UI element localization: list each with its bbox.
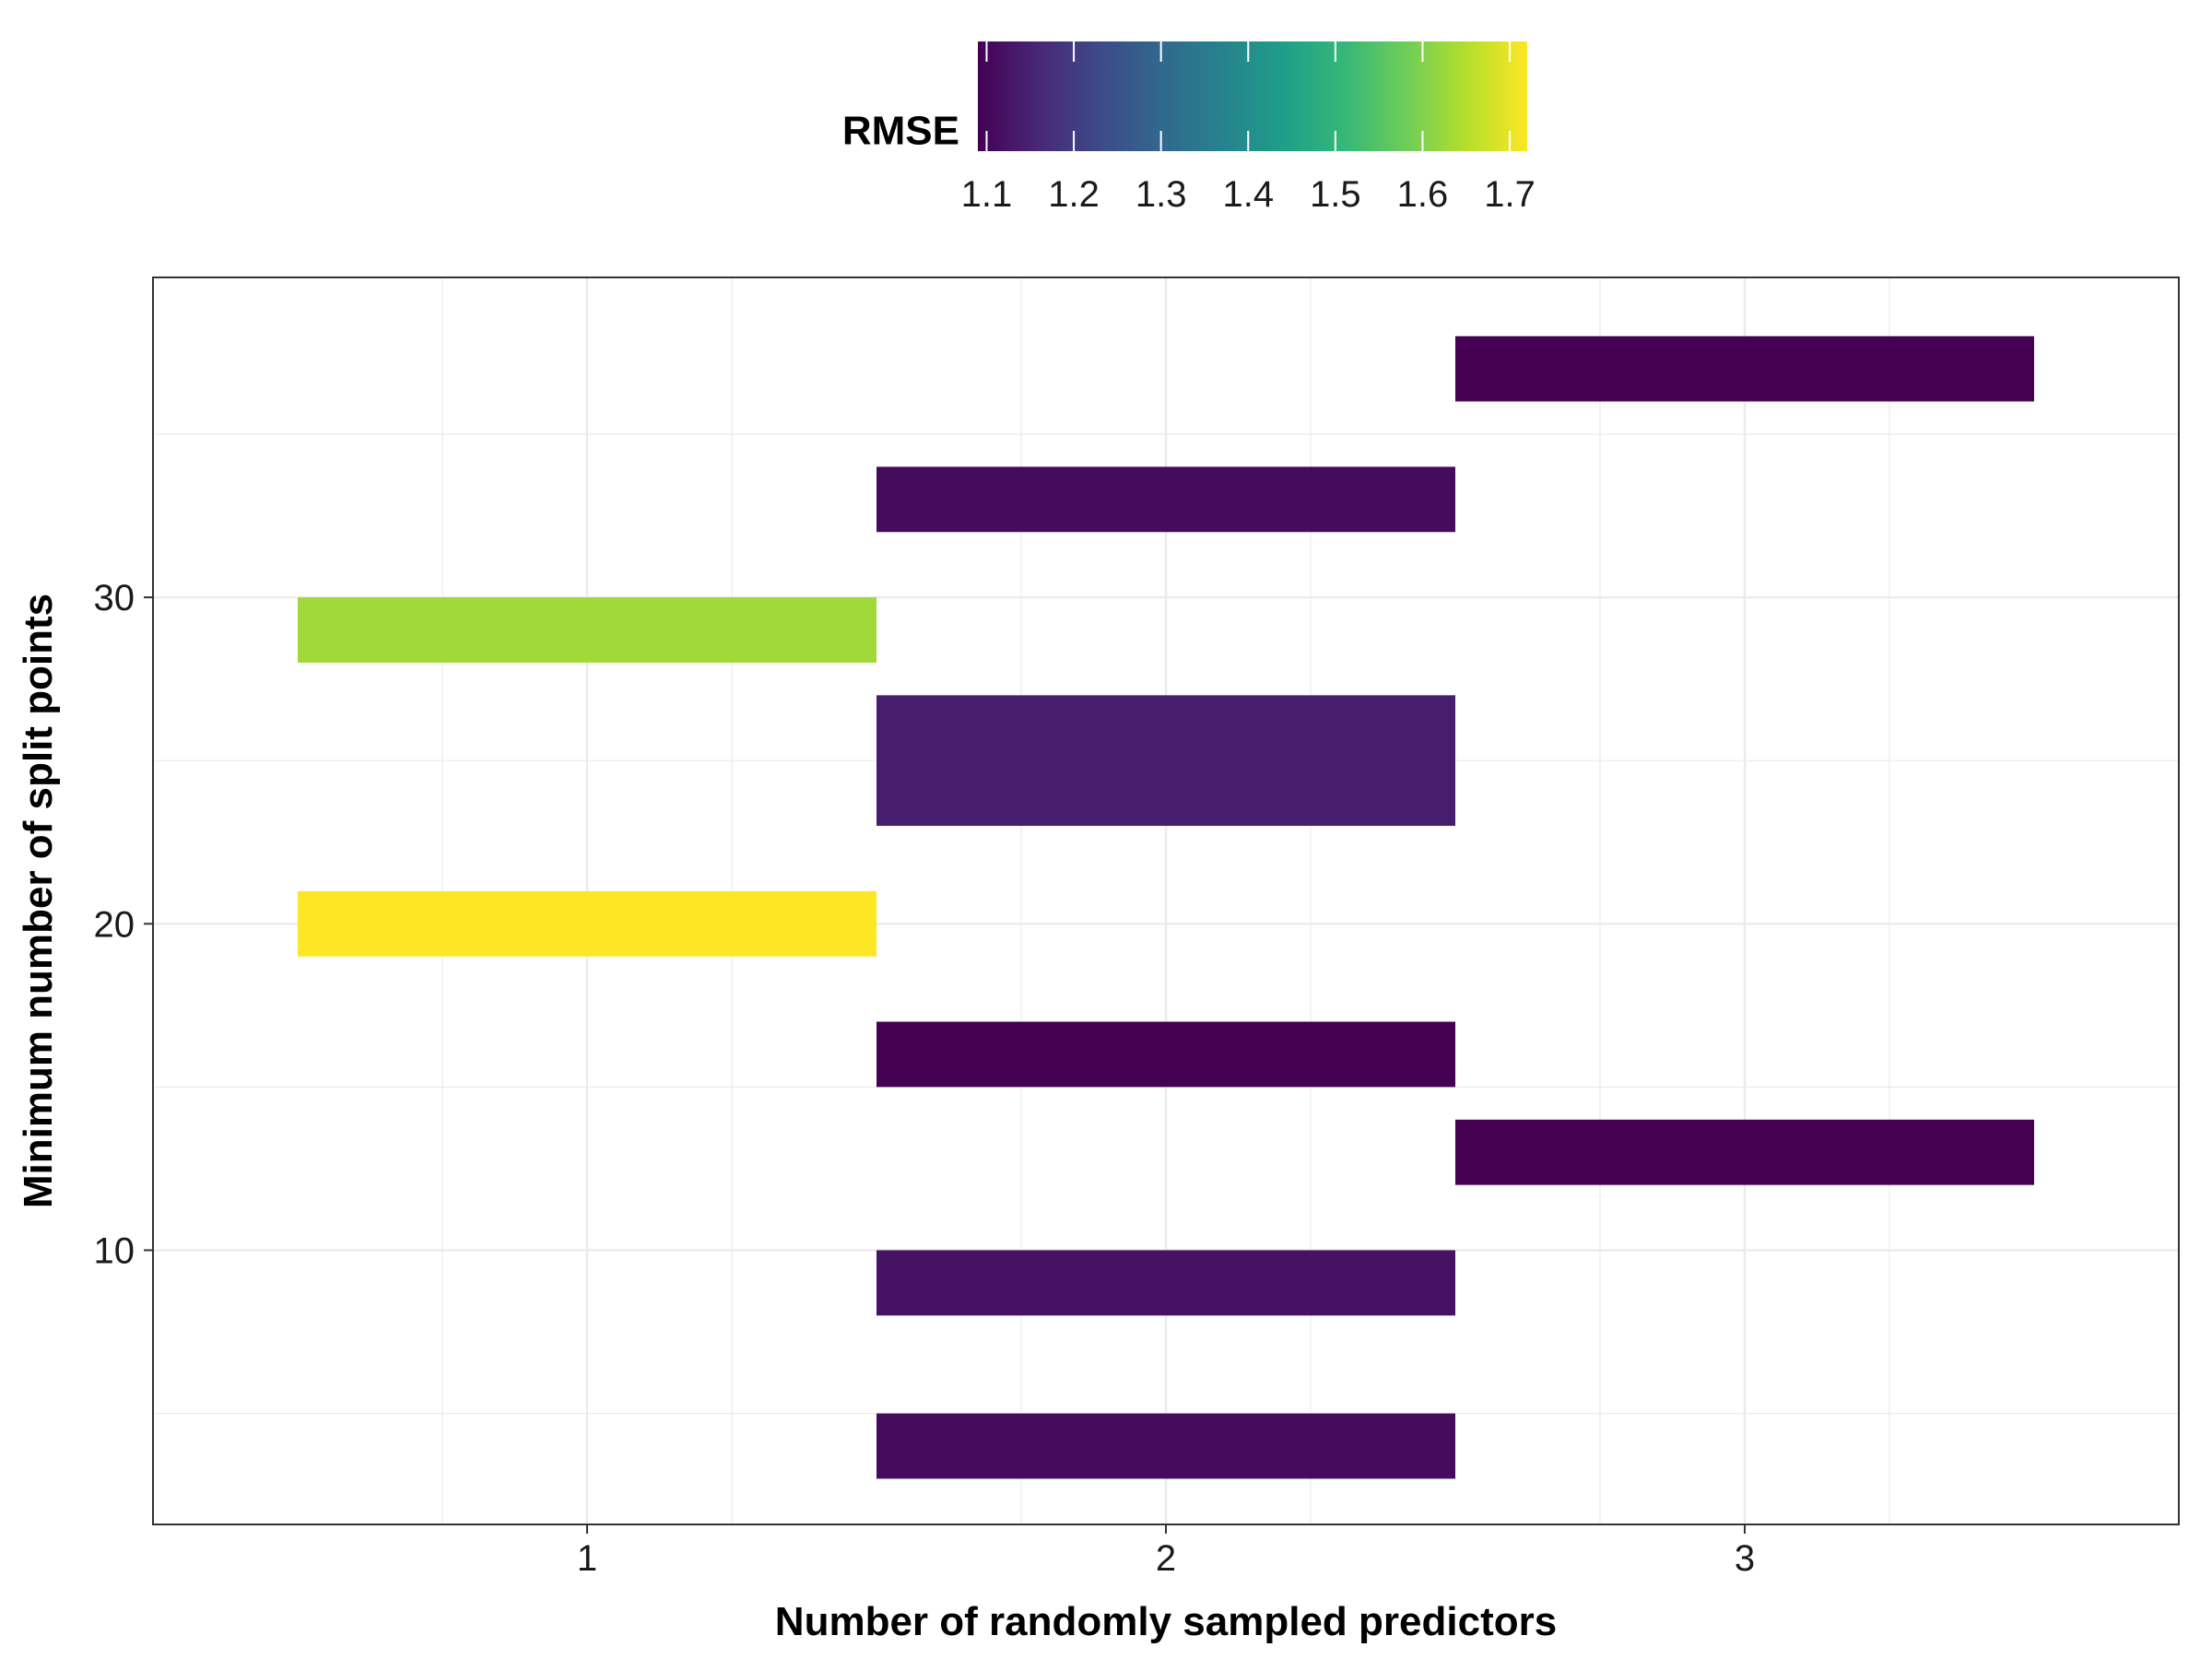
heatmap-tile [877,695,1455,827]
x-axis-title: Number of randomly sampled predictors [775,1599,1557,1644]
heatmap-tile [877,1250,1455,1316]
legend-tick-label: 1.4 [1222,174,1274,215]
legend-tick-label: 1.1 [961,174,1013,215]
heatmap-tile [298,597,877,663]
heatmap-tile [1455,1119,2034,1185]
heatmap-tile [877,466,1455,533]
x-tick-label: 1 [577,1538,597,1579]
legend-colorbar [978,41,1527,151]
heatmap-tile [298,890,877,957]
heatmap-tile [877,1021,1455,1088]
legend-tick-label: 1.6 [1397,174,1449,215]
y-tick-label: 10 [94,1230,135,1271]
y-tick-label: 30 [94,578,135,618]
y-tick-label: 20 [94,904,135,945]
legend-tick-label: 1.3 [1135,174,1187,215]
y-axis-title: Minimum number of split points [16,594,61,1208]
legend-tick-label: 1.2 [1048,174,1100,215]
x-tick-label: 3 [1735,1538,1755,1579]
color-legend: RMSE 1.1 1.2 1.3 1.4 1.5 1.6 1.7 [842,41,1535,215]
x-tick-label: 2 [1156,1538,1176,1579]
x-axis: 1 2 3 [577,1524,1755,1579]
plot-panel [152,276,2180,1525]
y-axis: 10 20 30 [94,578,153,1271]
legend-title: RMSE [842,109,959,154]
legend-tick-label: 1.5 [1310,174,1361,215]
heatmap-tile [877,1413,1455,1479]
heatmap-tile [1455,335,2034,402]
legend-tick-label: 1.7 [1484,174,1535,215]
